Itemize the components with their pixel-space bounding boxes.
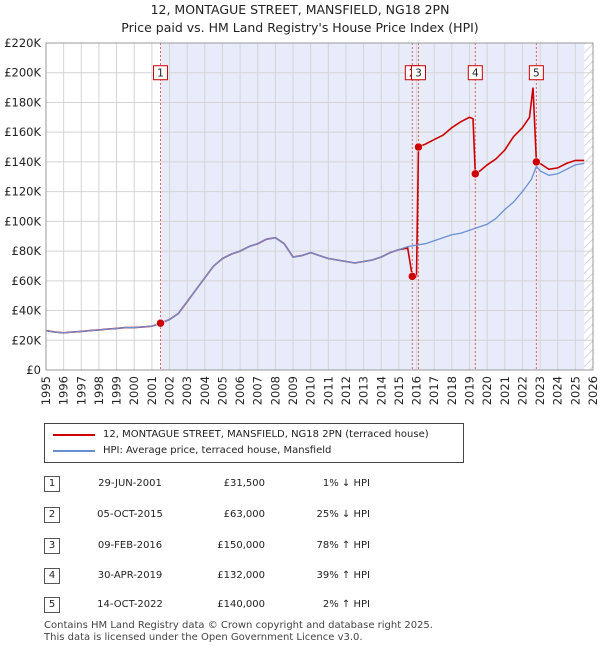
x-tick-label: 2025 <box>568 376 582 405</box>
x-tick-label: 2015 <box>392 376 406 405</box>
transaction-row: 5 14-OCT-2022 £140,000 2% ↑ HPI <box>0 597 600 619</box>
y-tick-label: £100K <box>4 214 41 228</box>
x-tick-label: 2001 <box>145 376 159 405</box>
x-tick-label: 2024 <box>551 376 565 405</box>
x-tick-label: 2002 <box>163 376 177 405</box>
sale-marker-box <box>153 65 169 81</box>
plot-frame <box>45 42 594 371</box>
chart-subtitle: Price paid vs. HM Land Registry's House … <box>121 20 479 35</box>
legend: 12, MONTAGUE STREET, MANSFIELD, NG18 2PN… <box>44 423 464 463</box>
x-tick-label: 2004 <box>198 376 212 405</box>
x-tick-label: 1998 <box>92 376 106 405</box>
footer-copyright: Contains HM Land Registry data © Crown c… <box>44 620 433 631</box>
sale-point <box>532 157 541 167</box>
x-tick-label: 2013 <box>357 376 371 405</box>
transaction-hpi: 25% ↓ HPI <box>316 509 370 520</box>
transaction-price: £132,000 <box>217 570 265 581</box>
x-tick-label: 2003 <box>180 376 194 405</box>
x-tick-label: 2010 <box>304 376 318 405</box>
y-tick-label: £120K <box>4 185 41 199</box>
transaction-number: 4 <box>44 568 60 584</box>
chart-title: 12, MONTAGUE STREET, MANSFIELD, NG18 2PN <box>150 2 450 17</box>
x-tick-label: 2012 <box>339 376 353 405</box>
transaction-row: 4 30-APR-2019 £132,000 39% ↑ HPI <box>0 568 600 590</box>
transaction-hpi: 2% ↑ HPI <box>322 599 370 610</box>
x-tick-label: 2018 <box>445 376 459 405</box>
transaction-price: £150,000 <box>217 540 265 551</box>
sale-marker-label: 5 <box>533 68 540 80</box>
sale-marker-box <box>467 65 483 81</box>
x-tick-label: 2008 <box>268 376 282 405</box>
sale-point <box>471 169 480 179</box>
sale-marker-label: 1 <box>157 68 164 80</box>
x-tick-label: 1997 <box>74 376 88 405</box>
transaction-number: 5 <box>44 597 60 613</box>
transaction-hpi: 39% ↑ HPI <box>316 570 370 581</box>
transaction-number: 1 <box>44 476 60 492</box>
y-tick-label: £180K <box>4 95 41 109</box>
transaction-price: £31,500 <box>223 478 265 489</box>
x-tick-label: 2009 <box>286 376 300 405</box>
x-tick-label: 2000 <box>127 376 141 405</box>
price-chart: 12345 £0£20K£40K£60K£80K£100K£120K£140K£… <box>4 36 600 405</box>
sale-point <box>408 272 417 281</box>
transaction-row: 1 29-JUN-2001 £31,500 1% ↓ HPI <box>0 476 600 498</box>
y-tick-label: £80K <box>12 244 42 258</box>
transaction-hpi: 78% ↑ HPI <box>316 540 370 551</box>
transaction-row: 2 05-OCT-2015 £63,000 25% ↓ HPI <box>0 507 600 529</box>
x-tick-label: 1995 <box>39 376 53 405</box>
x-tick-label: 2022 <box>515 376 529 405</box>
sale-marker-box <box>410 65 426 81</box>
y-tick-label: £220K <box>4 36 41 50</box>
x-tick-label: 2021 <box>498 376 512 405</box>
y-tick-label: £60K <box>12 274 42 288</box>
y-tick-label: £140K <box>4 155 41 169</box>
legend-label-property: 12, MONTAGUE STREET, MANSFIELD, NG18 2PN… <box>103 429 429 440</box>
x-tick-label: 2017 <box>427 376 441 405</box>
sale-marker-label: 4 <box>472 68 479 80</box>
forecast-hatch <box>584 43 593 370</box>
x-tick-label: 2005 <box>215 376 229 405</box>
x-tick-label: 2026 <box>586 376 600 405</box>
y-tick-label: £20K <box>12 333 42 347</box>
transaction-date: 09-FEB-2016 <box>97 540 163 551</box>
transaction-number: 2 <box>44 507 60 523</box>
x-tick-label: 2011 <box>321 376 335 405</box>
transaction-date: 14-OCT-2022 <box>97 599 163 610</box>
y-tick-label: £200K <box>4 66 41 80</box>
transaction-price: £140,000 <box>217 599 265 610</box>
x-tick-label: 2016 <box>410 376 424 405</box>
legend-label-hpi: HPI: Average price, terraced house, Mans… <box>103 445 332 456</box>
transaction-number: 3 <box>44 538 60 554</box>
sale-point <box>414 142 423 152</box>
x-tick-label: 2019 <box>462 376 476 405</box>
x-tick-label: 2023 <box>533 376 547 405</box>
hpi-line <box>45 162 585 334</box>
legend-swatch-hpi <box>53 450 95 452</box>
transaction-row: 3 09-FEB-2016 £150,000 78% ↑ HPI <box>0 538 600 560</box>
sale-marker-label: 3 <box>415 68 422 80</box>
x-tick-label: 2020 <box>480 376 494 405</box>
sale-marker-box <box>528 65 544 81</box>
transaction-hpi: 1% ↓ HPI <box>322 478 370 489</box>
transaction-date: 05-OCT-2015 <box>97 509 163 520</box>
transaction-date: 30-APR-2019 <box>97 570 163 581</box>
x-tick-label: 1999 <box>110 376 124 405</box>
x-tick-label: 2006 <box>233 376 247 405</box>
shaded-region <box>160 43 585 370</box>
y-tick-label: £0 <box>26 363 41 377</box>
y-tick-label: £40K <box>12 304 42 318</box>
x-tick-label: 2014 <box>374 376 388 405</box>
sale-point <box>156 318 165 328</box>
y-tick-label: £160K <box>4 125 41 139</box>
legend-swatch-property <box>53 434 95 436</box>
transaction-price: £63,000 <box>223 509 265 520</box>
transaction-date: 29-JUN-2001 <box>98 478 162 489</box>
x-tick-label: 1996 <box>57 376 71 405</box>
x-tick-label: 2007 <box>251 376 265 405</box>
footer-license: This data is licensed under the Open Gov… <box>44 632 363 643</box>
